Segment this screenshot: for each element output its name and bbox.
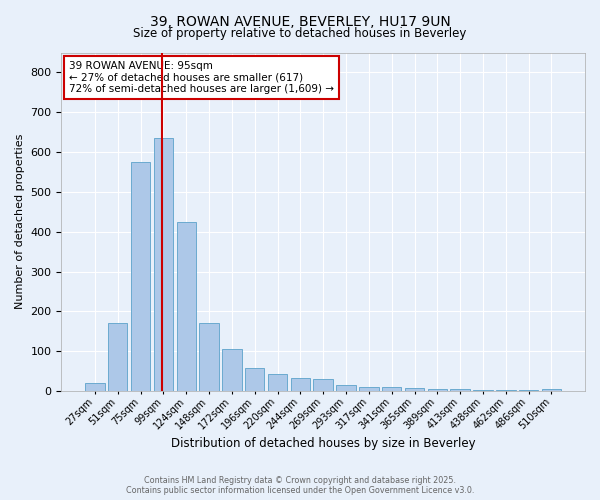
Bar: [337, 385, 356, 391]
Bar: [290, 378, 310, 391]
Bar: [245, 368, 265, 391]
Bar: [199, 324, 219, 391]
Bar: [519, 390, 538, 391]
X-axis label: Distribution of detached houses by size in Beverley: Distribution of detached houses by size …: [171, 437, 476, 450]
Bar: [428, 389, 447, 391]
Bar: [176, 222, 196, 391]
Bar: [85, 383, 104, 391]
Bar: [222, 349, 242, 391]
Bar: [108, 324, 127, 391]
Bar: [313, 379, 333, 391]
Bar: [268, 374, 287, 391]
Text: 39 ROWAN AVENUE: 95sqm
← 27% of detached houses are smaller (617)
72% of semi-de: 39 ROWAN AVENUE: 95sqm ← 27% of detached…: [69, 61, 334, 94]
Bar: [451, 390, 470, 391]
Text: Size of property relative to detached houses in Beverley: Size of property relative to detached ho…: [133, 28, 467, 40]
Bar: [473, 390, 493, 391]
Bar: [542, 389, 561, 391]
Bar: [405, 388, 424, 391]
Y-axis label: Number of detached properties: Number of detached properties: [15, 134, 25, 310]
Bar: [131, 162, 150, 391]
Bar: [496, 390, 515, 391]
Bar: [154, 138, 173, 391]
Bar: [359, 387, 379, 391]
Bar: [382, 388, 401, 391]
Text: 39, ROWAN AVENUE, BEVERLEY, HU17 9UN: 39, ROWAN AVENUE, BEVERLEY, HU17 9UN: [149, 15, 451, 29]
Text: Contains HM Land Registry data © Crown copyright and database right 2025.
Contai: Contains HM Land Registry data © Crown c…: [126, 476, 474, 495]
